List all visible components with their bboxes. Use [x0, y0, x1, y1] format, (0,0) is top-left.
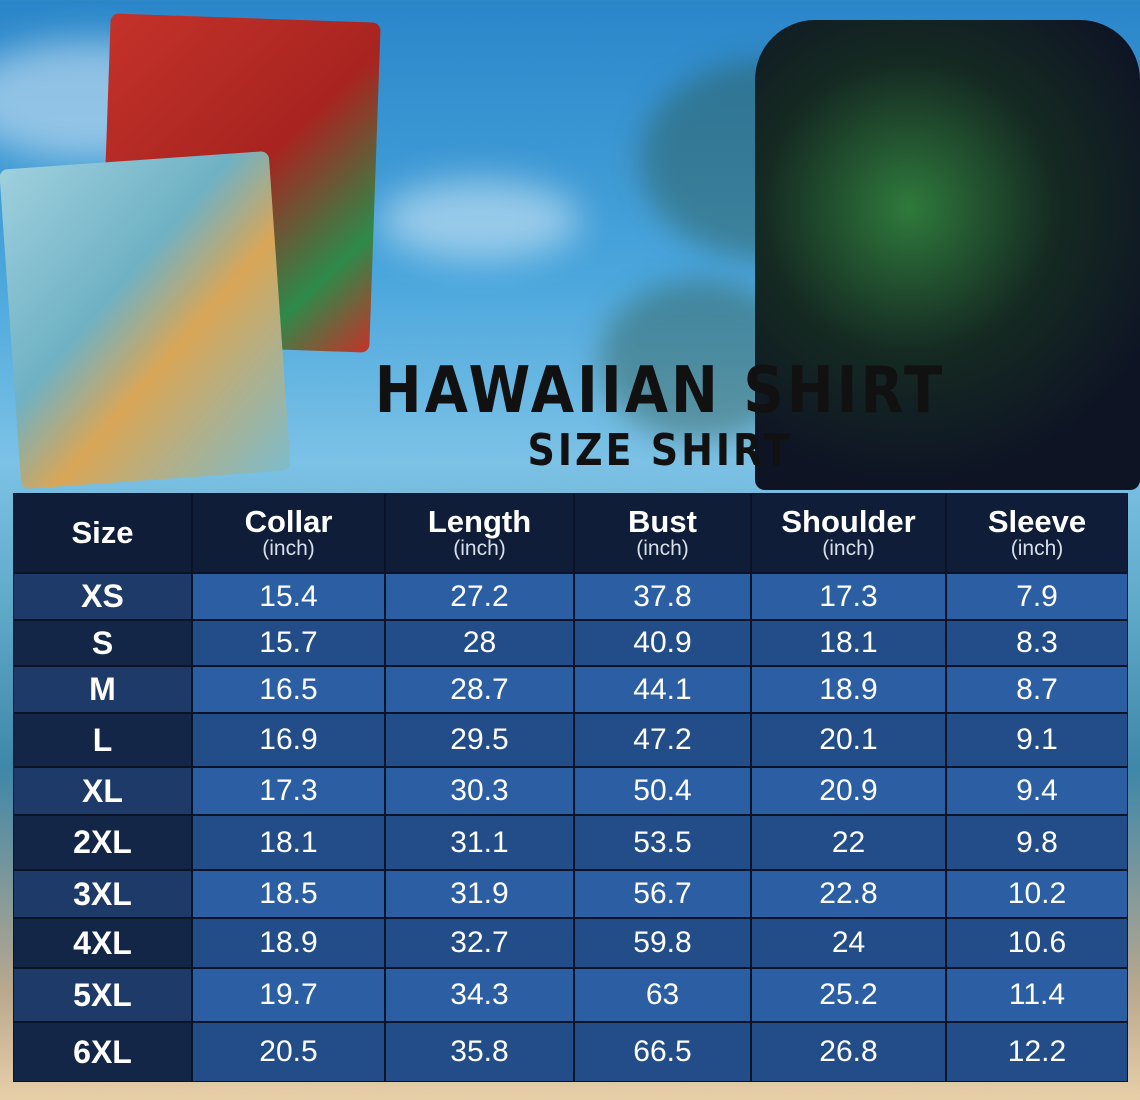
size-cell: 3XL [13, 870, 192, 918]
header-collar: Collar (inch) [192, 493, 385, 573]
value-cell: 22.8 [751, 870, 946, 918]
value-cell: 9.8 [946, 815, 1128, 870]
value-cell: 47.2 [574, 713, 751, 767]
header-unit: (inch) [1010, 537, 1064, 561]
value-cell: 66.5 [574, 1022, 751, 1082]
value-cell: 44.1 [574, 666, 751, 713]
value-cell: 24 [751, 918, 946, 968]
size-chart-table: Size Collar (inch) Length (inch) Bust (inch) Sh… [13, 493, 1128, 1082]
header-label: Sleeve [987, 503, 1087, 539]
size-cell: S [13, 620, 192, 666]
size-cell: 6XL [13, 1022, 192, 1082]
value-cell: 18.1 [751, 620, 946, 666]
value-cell: 30.3 [385, 767, 574, 815]
model-flamingo-shirt-image [755, 20, 1140, 490]
header-shoulder: Shoulder (inch) [751, 493, 946, 573]
value-cell: 32.7 [385, 918, 574, 968]
header-sleeve: Sleeve (inch) [946, 493, 1128, 573]
value-cell: 20.1 [751, 713, 946, 767]
value-cell: 7.9 [946, 573, 1128, 620]
value-cell: 17.3 [192, 767, 385, 815]
value-cell: 18.9 [751, 666, 946, 713]
value-cell: 8.3 [946, 620, 1128, 666]
background-cloud [380, 180, 580, 260]
value-cell: 20.5 [192, 1022, 385, 1082]
value-cell: 28.7 [385, 666, 574, 713]
header-label: Size [71, 514, 134, 550]
value-cell: 37.8 [574, 573, 751, 620]
header-label: Shoulder [781, 503, 916, 539]
size-cell: XS [13, 573, 192, 620]
value-cell: 34.3 [385, 968, 574, 1022]
value-cell: 59.8 [574, 918, 751, 968]
size-cell: L [13, 713, 192, 767]
value-cell: 27.2 [385, 573, 574, 620]
header-bust: Bust (inch) [574, 493, 751, 573]
value-cell: 9.4 [946, 767, 1128, 815]
value-cell: 10.2 [946, 870, 1128, 918]
value-cell: 11.4 [946, 968, 1128, 1022]
value-cell: 50.4 [574, 767, 751, 815]
value-cell: 20.9 [751, 767, 946, 815]
value-cell: 16.9 [192, 713, 385, 767]
header-unit: (inch) [636, 537, 689, 561]
size-cell: 4XL [13, 918, 192, 968]
size-cell: 5XL [13, 968, 192, 1022]
value-cell: 15.7 [192, 620, 385, 666]
header-label: Bust [628, 503, 697, 539]
value-cell: 17.3 [751, 573, 946, 620]
value-cell: 19.7 [192, 968, 385, 1022]
header-size: Size [13, 493, 192, 573]
value-cell: 22 [751, 815, 946, 870]
size-cell: M [13, 666, 192, 713]
value-cell: 28 [385, 620, 574, 666]
value-cell: 26.8 [751, 1022, 946, 1082]
page-title: HAWAIIAN SHIRT [374, 353, 946, 428]
size-cell: XL [13, 767, 192, 815]
header-unit: (inch) [822, 537, 875, 561]
header-unit: (inch) [453, 537, 506, 561]
header-label: Length [427, 503, 532, 539]
value-cell: 63 [574, 968, 751, 1022]
value-cell: 10.6 [946, 918, 1128, 968]
value-cell: 40.9 [574, 620, 751, 666]
header-unit: (inch) [262, 537, 315, 561]
value-cell: 12.2 [946, 1022, 1128, 1082]
header-length: Length (inch) [385, 493, 574, 573]
value-cell: 31.1 [385, 815, 574, 870]
size-cell: 2XL [13, 815, 192, 870]
value-cell: 9.1 [946, 713, 1128, 767]
page-subtitle: SIZE SHIRT [527, 424, 793, 476]
value-cell: 18.1 [192, 815, 385, 870]
value-cell: 25.2 [751, 968, 946, 1022]
value-cell: 56.7 [574, 870, 751, 918]
value-cell: 35.8 [385, 1022, 574, 1082]
value-cell: 31.9 [385, 870, 574, 918]
value-cell: 8.7 [946, 666, 1128, 713]
value-cell: 18.5 [192, 870, 385, 918]
value-cell: 53.5 [574, 815, 751, 870]
header-label: Collar [244, 503, 333, 539]
value-cell: 16.5 [192, 666, 385, 713]
value-cell: 15.4 [192, 573, 385, 620]
value-cell: 29.5 [385, 713, 574, 767]
value-cell: 18.9 [192, 918, 385, 968]
